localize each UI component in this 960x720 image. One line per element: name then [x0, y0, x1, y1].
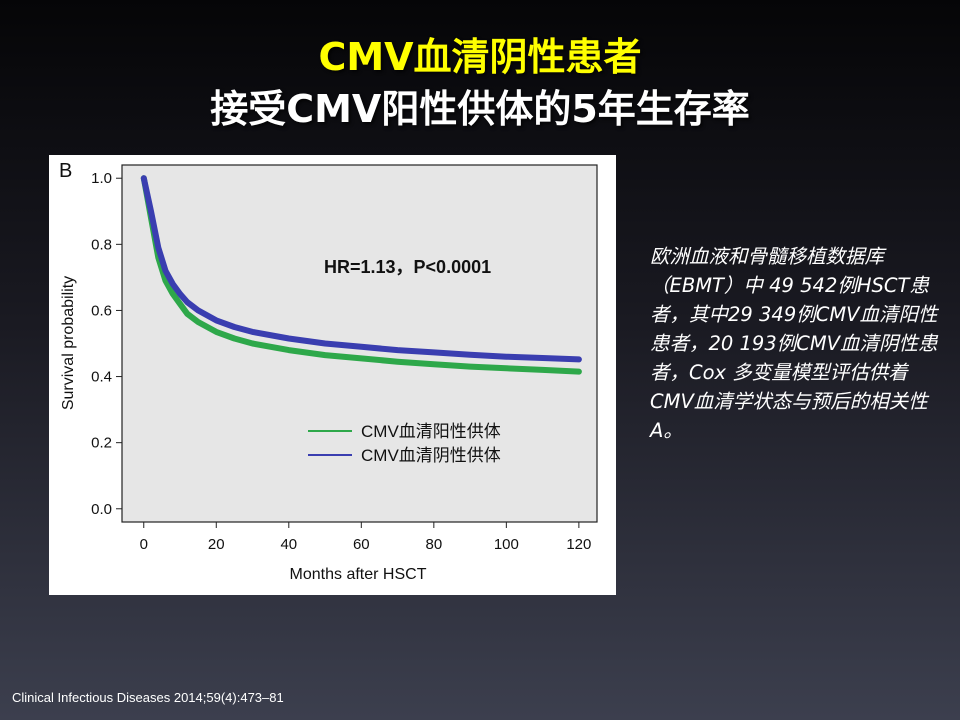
- series-point: [171, 292, 175, 296]
- series-point: [396, 348, 400, 352]
- series-point: [432, 362, 436, 366]
- series-layer: [140, 175, 582, 375]
- series-point: [432, 350, 436, 354]
- series-point: [359, 356, 363, 360]
- x-axis-label: Months after HSCT: [290, 566, 427, 583]
- series-point: [251, 342, 254, 345]
- chart-panel: B 0.0 0.2 0.4 0.6 0.8 1.0 0 20 40 60 80 100 120 HR=1…: [49, 155, 616, 595]
- x-tick-label: 0: [140, 536, 148, 553]
- y-tick-label: 0.2: [91, 435, 112, 452]
- slide-title-line1: CMV血清阴性患者: [318, 35, 642, 79]
- panel-label: B: [59, 160, 72, 182]
- y-tick-label: 0.0: [91, 501, 112, 518]
- series-point: [468, 353, 472, 357]
- series-point: [178, 292, 182, 296]
- y-tick-label: 0.4: [91, 369, 112, 386]
- series-point: [504, 366, 508, 370]
- series-point: [232, 325, 236, 329]
- y-tick-label: 0.8: [91, 236, 112, 253]
- series-point: [185, 300, 189, 304]
- series-point: [196, 308, 200, 312]
- series-point: [287, 348, 291, 352]
- x-tick-label: 40: [280, 536, 297, 553]
- x-tick-label: 120: [566, 536, 591, 553]
- series-point: [142, 176, 146, 180]
- series-point: [396, 360, 400, 364]
- series-point: [185, 312, 189, 316]
- series-point: [178, 302, 182, 306]
- series-point: [577, 357, 581, 361]
- series-point: [287, 337, 291, 340]
- hr-annotation: HR=1.13，P<0.0001: [324, 257, 491, 277]
- series-point: [541, 356, 545, 360]
- series-point: [359, 345, 363, 349]
- legend: CMV血清阳性供体 CMV血清阴性供体: [308, 422, 501, 465]
- slide-title-line2: 接受CMV阳性供体的5年生存率: [210, 87, 750, 131]
- series-point: [577, 370, 581, 374]
- y-axis-label: Survival probability: [60, 276, 77, 410]
- series-point: [251, 330, 254, 334]
- citation: Clinical Infectious Diseases 2014;59(4):…: [12, 690, 284, 705]
- series-point: [323, 353, 327, 357]
- series-point: [171, 282, 175, 286]
- study-description: 欧洲血液和骨髓移植数据库（EBMT）中 49 542例HSCT患者，其中29 3…: [650, 245, 938, 442]
- axes: 0.0 0.2 0.4 0.6 0.8 1.0 0 20 40 60 80 100 120: [91, 170, 591, 553]
- plot-area: [121, 164, 598, 523]
- series-point: [504, 355, 508, 359]
- legend-label: CMV血清阳性供体: [361, 422, 501, 441]
- x-tick-label: 80: [425, 536, 442, 553]
- x-tick-label: 20: [208, 536, 225, 553]
- series-line: [140, 175, 582, 363]
- series-point: [156, 246, 160, 250]
- series-point: [214, 330, 218, 334]
- x-tick-label: 100: [494, 536, 519, 553]
- series-point: [196, 320, 200, 324]
- series-point: [164, 279, 167, 283]
- survival-chart: B 0.0 0.2 0.4 0.6 0.8 1.0 0 20 40 60 80 100 120 HR=1…: [59, 160, 598, 583]
- series-point: [214, 318, 218, 322]
- x-tick-label: 60: [353, 536, 370, 553]
- series-point: [164, 269, 167, 273]
- series-point: [468, 365, 472, 369]
- series-point: [149, 209, 153, 213]
- legend-label: CMV血清阴性供体: [361, 446, 501, 465]
- series-point: [541, 368, 545, 372]
- y-tick-label: 0.6: [91, 302, 112, 319]
- series-line: [140, 175, 582, 375]
- y-tick-label: 1.0: [91, 170, 112, 187]
- series-point: [232, 337, 236, 340]
- series-point: [323, 342, 327, 345]
